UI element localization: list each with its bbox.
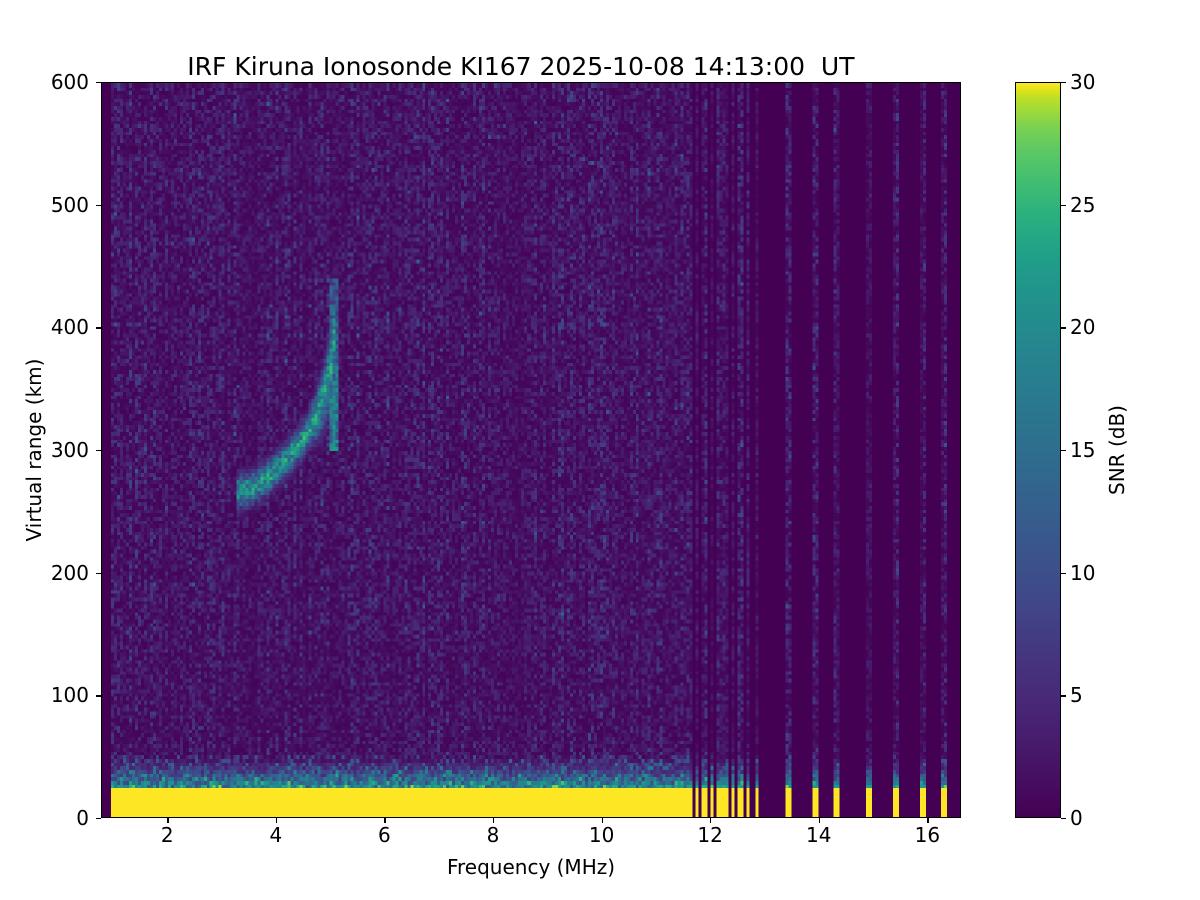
y-tick-500	[96, 204, 101, 206]
ionogram-plot-area	[101, 82, 961, 818]
x-tick-label-6: 6	[378, 823, 391, 847]
ionogram-heatmap	[102, 83, 960, 817]
colorbar-tick-30	[1061, 82, 1066, 84]
colorbar	[1015, 82, 1061, 818]
y-tick-0	[96, 818, 101, 820]
x-tick-2	[167, 818, 169, 823]
colorbar-label: SNR (dB)	[1105, 405, 1129, 495]
x-tick-label-16: 16	[914, 823, 941, 847]
colorbar-tick-label-25: 25	[1070, 192, 1096, 217]
y-tick-label-500: 500	[50, 192, 89, 217]
colorbar-tick-0	[1061, 818, 1066, 820]
colorbar-tick-label-20: 20	[1070, 315, 1096, 340]
x-tick-4	[275, 818, 278, 823]
y-tick-200	[96, 572, 101, 574]
x-tick-label-8: 8	[486, 823, 500, 847]
y-tick-100	[96, 695, 101, 697]
colorbar-tick-label-0: 0	[1070, 806, 1083, 830]
x-axis-label: Frequency (MHz)	[446, 855, 616, 879]
y-tick-label-0: 0	[76, 806, 89, 830]
x-tick-6	[384, 818, 386, 823]
colorbar-tick-10	[1061, 572, 1066, 574]
y-tick-label-300: 300	[50, 438, 89, 462]
y-tick-label-200: 200	[50, 560, 89, 585]
x-tick-16	[927, 818, 929, 823]
y-axis-label: Virtual range (km)	[22, 358, 46, 542]
y-tick-300	[96, 450, 101, 452]
x-tick-label-10: 10	[588, 823, 615, 847]
x-tick-label-4: 4	[269, 823, 283, 847]
title-line-1: IRF Kiruna Ionosonde KI167 2025-10-08 14…	[187, 52, 855, 81]
colorbar-tick-label-10: 10	[1070, 560, 1096, 585]
colorbar-tick-20	[1061, 327, 1066, 329]
x-tick-label-2: 2	[160, 823, 174, 847]
colorbar-tick-25	[1061, 204, 1066, 206]
x-tick-8	[492, 818, 495, 823]
y-tick-label-100: 100	[50, 683, 89, 708]
y-tick-600	[96, 82, 101, 84]
colorbar-tick-15	[1061, 450, 1066, 452]
x-tick-14	[818, 818, 821, 823]
y-tick-label-400: 400	[50, 315, 89, 340]
colorbar-tick-label-30: 30	[1070, 70, 1096, 94]
x-tick-12	[710, 818, 712, 823]
colorbar-gradient	[1016, 83, 1060, 817]
x-tick-label-14: 14	[806, 823, 832, 847]
colorbar-tick-label-15: 15	[1070, 438, 1096, 462]
colorbar-tick-label-5: 5	[1070, 683, 1083, 708]
x-tick-label-12: 12	[697, 823, 723, 847]
y-tick-label-600: 600	[50, 70, 89, 94]
x-tick-10	[601, 818, 603, 823]
colorbar-tick-5	[1061, 695, 1066, 697]
y-tick-400	[96, 327, 101, 329]
